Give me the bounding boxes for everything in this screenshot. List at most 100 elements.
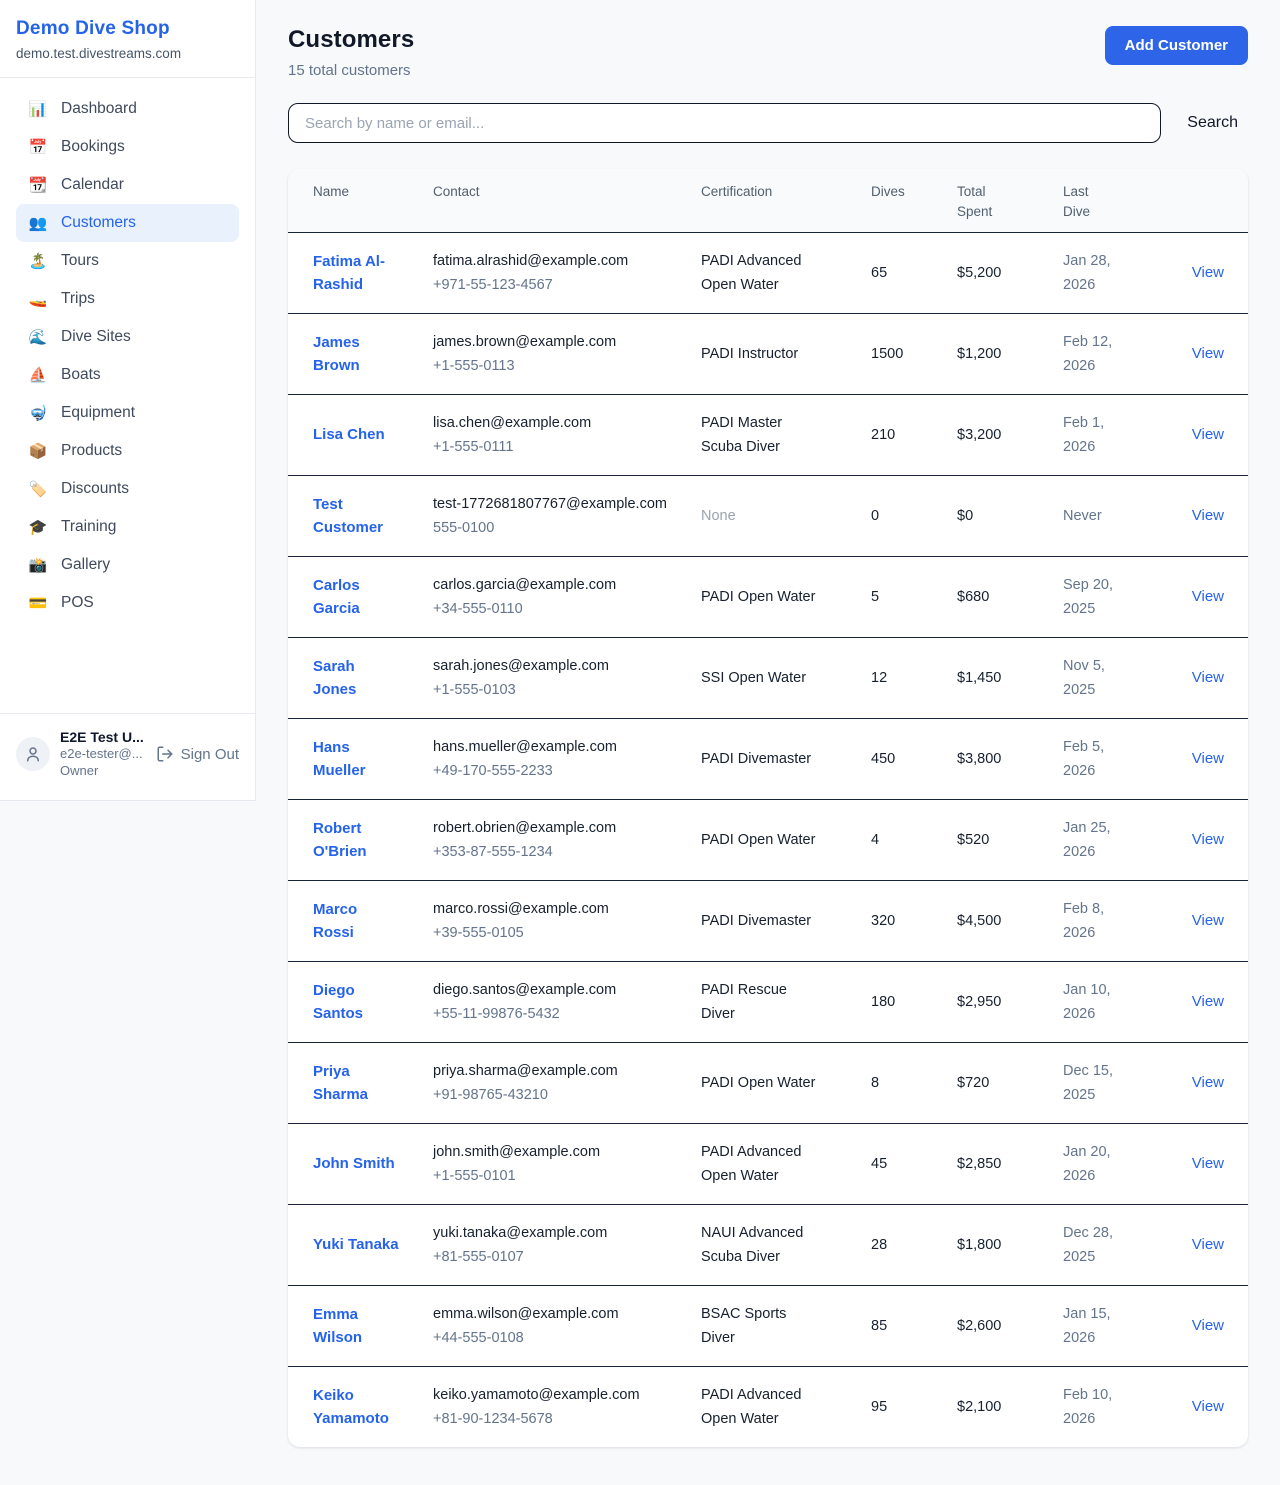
view-link[interactable]: View [1191,507,1224,525]
search-button[interactable]: Search [1177,106,1248,140]
view-link[interactable]: View [1191,669,1224,687]
table-row-james-brown: James Brown james.brown@example.com +1-5… [288,313,1248,396]
sidebar-item-icon: 📊 [28,101,48,118]
customer-certification: PADI Open Water [701,832,816,849]
sign-out-label: Sign Out [180,745,239,763]
view-link[interactable]: View [1191,912,1224,930]
table-row-priya-sharma: Priya Sharma priya.sharma@example.com +9… [288,1042,1248,1125]
customer-total-spent: $3,200 [957,394,1063,477]
shop-name: Demo Dive Shop [16,18,170,39]
view-link[interactable]: View [1191,1236,1224,1254]
sidebar-item-pos[interactable]: 💳 POS [16,584,239,622]
person-icon [27,747,39,762]
user-name: E2E Test U... [60,729,144,746]
view-link[interactable]: View [1191,426,1224,444]
view-link[interactable]: View [1191,993,1224,1011]
sidebar-item-products[interactable]: 📦 Products [16,432,239,470]
table-row-fatima-al-rashid: Fatima Al-Rashid fatima.alrashid@example… [288,232,1248,315]
user-role: Owner [60,763,99,779]
sidebar-item-equipment[interactable]: 🤿 Equipment [16,394,239,432]
sidebar-item-calendar[interactable]: 📆 Calendar [16,166,239,204]
customer-dives: 95 [871,1399,888,1416]
view-link[interactable]: View [1191,1074,1224,1092]
sign-out-button[interactable]: Sign Out [156,745,239,763]
customer-name-link[interactable]: Priya Sharma [313,1062,369,1103]
customer-last-dive: Feb 8, 2026 [1063,880,1158,963]
customer-email: test-1772681807767@example.com [433,496,667,513]
customer-email: marco.rossi@example.com [433,901,609,918]
sidebar-item-icon: 👥 [28,215,48,232]
customer-name-link[interactable]: Fatima Al-Rashid [313,252,385,293]
sidebar-item-icon: 🤿 [28,405,48,422]
customer-phone: +39-555-0105 [433,925,524,942]
view-link[interactable]: View [1191,264,1224,282]
customer-total-spent: $2,850 [957,1123,1063,1206]
customer-name-link[interactable]: Test Customer [313,495,384,536]
search-input[interactable] [288,103,1162,143]
sidebar-item-icon: 📦 [28,443,48,460]
table-row-diego-santos: Diego Santos diego.santos@example.com +5… [288,961,1248,1044]
customer-certification: PADI Open Water [701,589,816,606]
customer-email: hans.mueller@example.com [433,739,617,756]
sidebar-item-trips[interactable]: 🚤 Trips [16,280,239,318]
customer-dives: 28 [871,1204,957,1287]
customer-certification: PADI Advanced Open Water [701,253,802,294]
customer-name-link[interactable]: Robert O'Brien [313,819,367,860]
sidebar-item-gallery[interactable]: 📸 Gallery [16,546,239,584]
customer-email: keiko.yamamoto@example.com [433,1387,640,1404]
customer-dives: 45 [871,1123,957,1206]
view-link[interactable]: View [1191,750,1224,768]
table-row-yuki-tanaka: Yuki Tanaka yuki.tanaka@example.com +81-… [288,1204,1248,1287]
table-row-marco-rossi: Marco Rossi marco.rossi@example.com +39-… [288,880,1248,963]
sidebar-item-discounts[interactable]: 🏷️ Discounts [16,470,239,508]
view-link[interactable]: View [1191,588,1224,606]
sidebar-item-training[interactable]: 🎓 Training [16,508,239,546]
sidebar-item-label: Dashboard [61,100,137,117]
customer-name-link[interactable]: Emma Wilson [313,1305,363,1346]
user-section: E2E Test U... e2e-tester@... Owner Sign … [0,713,255,800]
page-header: Customers 15 total customers Add Custome… [288,26,1248,79]
customer-total-spent: $4,500 [957,880,1063,963]
customer-name-link[interactable]: Keiko Yamamoto [313,1386,389,1427]
customer-dives: 1500 [871,313,957,396]
customer-name-link[interactable]: Carlos Garcia [313,576,360,617]
customer-name-link[interactable]: Diego Santos [313,981,364,1022]
sidebar-item-bookings[interactable]: 📅 Bookings [16,128,239,166]
sidebar-item-label: Tours [61,252,99,269]
sidebar-header: Demo Dive Shop demo.test.divestreams.com [0,0,255,78]
main-content: Customers 15 total customers Add Custome… [256,0,1280,1479]
customer-email: sarah.jones@example.com [433,658,609,675]
customer-total-spent: $0 [957,475,1063,558]
sidebar-item-dive-sites[interactable]: 🌊 Dive Sites [16,318,239,356]
customer-total-spent: $2,950 [957,961,1063,1044]
customer-name-link[interactable]: James Brown [313,333,360,374]
sidebar-item-icon: ⛵ [28,367,48,384]
sidebar-item-icon: 📆 [28,177,48,194]
user-meta: E2E Test U... e2e-tester@... Owner [60,728,146,780]
view-link[interactable]: View [1191,1398,1224,1416]
search-bar: Search [288,103,1248,143]
customer-email: john.smith@example.com [433,1144,601,1161]
customer-name-link[interactable]: Lisa Chen [313,426,385,444]
customer-name-link[interactable]: Marco Rossi [313,900,358,941]
customer-name-link[interactable]: John Smith [313,1155,395,1173]
customer-last-dive: Feb 1, 2026 [1063,394,1158,477]
customer-phone: +44-555-0108 [433,1330,524,1347]
sidebar-item-dashboard[interactable]: 📊 Dashboard [16,90,239,128]
sidebar-item-customers[interactable]: 👥 Customers [16,204,239,242]
add-customer-button[interactable]: Add Customer [1104,26,1248,65]
view-link[interactable]: View [1191,1155,1224,1173]
customer-phone: +353-87-555-1234 [433,844,553,861]
customer-name-link[interactable]: Yuki Tanaka [313,1236,399,1254]
view-link[interactable]: View [1191,831,1224,849]
customer-name-link[interactable]: Hans Mueller [313,738,366,779]
customer-phone: +1-555-0113 [433,358,515,375]
sidebar-item-label: Training [61,518,117,535]
sidebar-item-icon: 🏷️ [28,481,48,498]
sidebar-item-boats[interactable]: ⛵ Boats [16,356,239,394]
view-link[interactable]: View [1191,1317,1224,1335]
customer-last-dive: Feb 12, 2026 [1063,313,1158,396]
sidebar-item-tours[interactable]: 🏝️ Tours [16,242,239,280]
customer-name-link[interactable]: Sarah Jones [313,657,357,698]
view-link[interactable]: View [1191,345,1224,363]
